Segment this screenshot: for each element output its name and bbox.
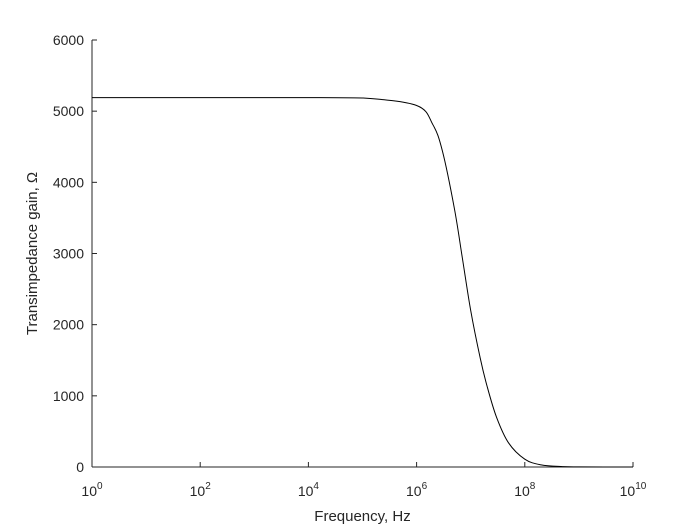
x-tick-base: 10 — [620, 483, 636, 499]
x-tick-exponent: 6 — [422, 481, 428, 492]
y-tick-label: 3000 — [53, 246, 84, 262]
y-tick-label: 1000 — [53, 388, 84, 404]
x-tick-base: 10 — [190, 483, 206, 499]
series-layer — [92, 97, 634, 468]
series-line — [92, 97, 634, 468]
x-tick-label: 104 — [298, 481, 320, 499]
x-tick-label: 108 — [514, 481, 536, 499]
x-tick-base: 10 — [514, 483, 530, 499]
x-axis-label: Frequency, Hz — [314, 508, 410, 525]
axes — [91, 40, 633, 468]
x-tick-base: 10 — [298, 483, 314, 499]
x-tick-exponent: 0 — [97, 481, 103, 492]
x-tick-base: 10 — [406, 483, 422, 499]
y-tick-label: 4000 — [53, 174, 84, 190]
x-tick-label: 1010 — [620, 481, 647, 499]
x-tick-label: 106 — [406, 481, 428, 499]
x-ticks: 100 102 104 106 108 1010 — [81, 462, 647, 499]
x-tick-exponent: 2 — [205, 481, 211, 492]
y-tick-label: 6000 — [53, 32, 84, 48]
x-tick-base: 10 — [81, 483, 97, 499]
y-tick-label: 5000 — [53, 103, 84, 119]
x-tick-exponent: 8 — [530, 481, 536, 492]
y-tick-label: 0 — [76, 459, 84, 475]
x-tick-label: 100 — [81, 481, 103, 499]
y-ticks: 0 1000 2000 3000 4000 5000 6000 — [53, 32, 97, 475]
x-tick-label: 102 — [190, 481, 212, 499]
x-tick-exponent: 4 — [313, 481, 319, 492]
y-axis-label: Transimpedance gain, Ω — [24, 172, 41, 335]
x-tick-exponent: 10 — [635, 481, 647, 492]
y-tick-label: 2000 — [53, 317, 84, 333]
